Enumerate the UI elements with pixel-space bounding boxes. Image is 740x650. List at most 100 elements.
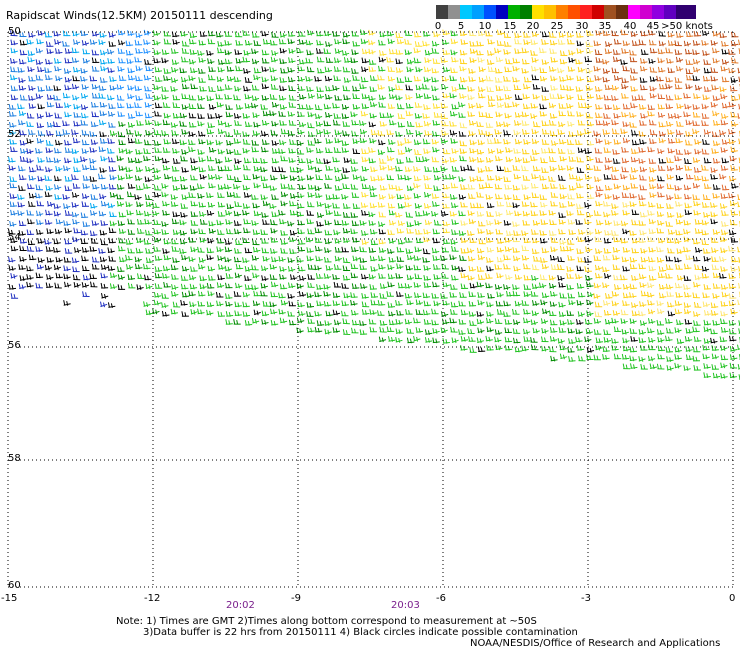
wind-barb [153, 299, 162, 306]
wind-barb [719, 129, 727, 136]
wind-barb [332, 300, 341, 307]
wind-barb [199, 31, 208, 37]
wind-barb [432, 58, 441, 64]
wind-barb [261, 119, 270, 126]
wind-barb [540, 257, 548, 263]
wind-barb [261, 265, 269, 272]
wind-barb [288, 147, 296, 154]
wind-barb [521, 245, 529, 252]
wind-barb [217, 59, 226, 65]
wind-barb [55, 218, 64, 225]
wind-barb [188, 75, 196, 82]
wind-barb [316, 212, 325, 219]
wind-barb [693, 209, 701, 216]
wind-barb [73, 227, 81, 234]
wind-barb [162, 102, 171, 108]
wind-barb [98, 146, 107, 153]
wind-barb [10, 94, 19, 101]
wind-barb [45, 246, 54, 252]
wind-barb [711, 247, 719, 254]
wind-barb [153, 57, 161, 64]
wind-barb [485, 30, 493, 37]
wind-barb [315, 157, 324, 164]
wind-barb [341, 300, 349, 307]
wind-barb [379, 326, 387, 333]
wind-barb [423, 300, 432, 307]
wind-barb [37, 157, 45, 163]
wind-barb [693, 167, 702, 173]
wind-barb [152, 30, 161, 36]
wind-barb [307, 184, 316, 190]
wind-barb [279, 85, 287, 92]
wind-barb [730, 165, 738, 171]
wind-barb [450, 30, 458, 37]
wind-barb [270, 174, 278, 181]
wind-barb [494, 284, 503, 290]
wind-barb [278, 148, 286, 154]
wind-barb [18, 230, 26, 236]
wind-barb [478, 111, 487, 118]
wind-barb [341, 282, 349, 289]
wind-barb [432, 337, 440, 344]
wind-barb [359, 257, 367, 263]
wind-barb [629, 201, 637, 208]
wind-barb [557, 148, 566, 154]
wind-barb [91, 263, 100, 270]
wind-barb [730, 146, 738, 153]
wind-barb [55, 102, 64, 109]
wind-barb [270, 83, 279, 90]
wind-barb [10, 209, 18, 216]
wind-barb [163, 75, 171, 81]
wind-barb [145, 119, 153, 126]
wind-barb [28, 75, 36, 82]
wind-barb [100, 239, 109, 246]
wind-barb [118, 39, 126, 46]
wind-barb [341, 113, 350, 120]
wind-barb [153, 246, 161, 252]
wind-barb [674, 113, 682, 119]
lat-tick: 50 [8, 26, 21, 37]
wind-barb [386, 129, 394, 136]
wind-barb [593, 210, 602, 216]
wind-barb [431, 67, 440, 74]
wind-barb [145, 129, 153, 136]
wind-barb [685, 31, 694, 38]
wind-barb [568, 356, 576, 362]
wind-barb [576, 283, 585, 289]
wind-barb [387, 146, 395, 153]
wind-barb [603, 113, 611, 119]
wind-barb [602, 68, 611, 75]
wind-barb [189, 32, 197, 39]
wind-barb [208, 66, 216, 73]
wind-barb [406, 299, 414, 306]
wind-barb [550, 264, 559, 271]
wind-barb [179, 120, 187, 127]
wind-barb [180, 283, 189, 290]
wind-barb [710, 337, 718, 344]
wind-barb [18, 165, 26, 172]
wind-barb [90, 237, 99, 244]
wind-barb [154, 255, 163, 261]
wind-barb [197, 246, 205, 253]
wind-barb [26, 274, 34, 280]
wind-barb [54, 58, 62, 64]
wind-barb [594, 49, 603, 56]
wind-barb [71, 211, 80, 218]
wind-barb [496, 29, 505, 36]
wind-barb [575, 219, 583, 225]
wind-barb [575, 58, 583, 65]
wind-barb [721, 291, 729, 298]
wind-barb [145, 283, 153, 290]
wind-barb [198, 68, 206, 74]
wind-barb [496, 40, 505, 46]
wind-barb [378, 101, 386, 108]
wind-barb [359, 220, 367, 226]
wind-barb [36, 164, 44, 171]
wind-barb [98, 39, 106, 46]
wind-barb [469, 139, 477, 146]
wind-barb [712, 272, 721, 279]
wind-barb [647, 355, 656, 362]
wind-barb [575, 139, 583, 146]
wind-barb [107, 302, 116, 309]
wind-barb [118, 147, 126, 154]
